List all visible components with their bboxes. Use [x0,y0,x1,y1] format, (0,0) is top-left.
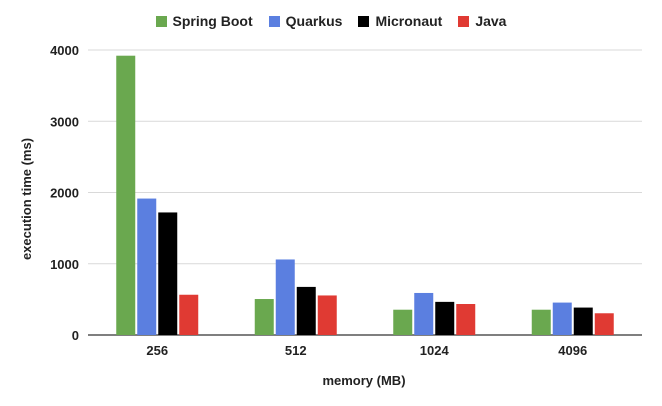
legend-swatch-quarkus [268,15,280,27]
y-tick-labels: 0 1000 2000 3000 4000 [50,43,79,343]
legend-swatch-micronaut [358,15,370,27]
x-tick-label: 512 [285,343,307,358]
bar-spring-boot-4096 [531,309,551,335]
legend-label-quarkus: Quarkus [285,13,343,29]
bar-micronaut-512 [296,286,316,335]
bar-java-4096 [594,313,614,335]
legend-item-spring-boot: Spring Boot [155,13,253,29]
x-tick-label: 4096 [558,343,587,358]
x-axis-title: memory (MB) [322,373,405,388]
legend-label-micronaut: Micronaut [375,13,443,29]
x-tick-labels: 256 512 1024 4096 [146,343,587,358]
x-tick-label: 1024 [420,343,450,358]
x-tick-label: 256 [146,343,168,358]
y-tick-label: 3000 [50,114,79,129]
bar-spring-boot-1024 [393,309,413,335]
bars [116,55,614,335]
legend-item-quarkus: Quarkus [268,13,343,29]
bar-java-1024 [456,304,476,335]
bar-quarkus-1024 [414,292,434,335]
y-axis-title: execution time (ms) [19,138,34,260]
legend-label-java: Java [475,13,507,29]
y-tick-label: 0 [72,328,79,343]
legend: Spring Boot Quarkus Micronaut Java [0,13,662,29]
bar-java-512 [317,295,337,335]
legend-item-micronaut: Micronaut [358,13,442,29]
y-tick-label: 1000 [50,257,79,272]
bar-quarkus-512 [275,259,295,335]
bar-micronaut-1024 [435,301,455,335]
bar-micronaut-256 [158,212,178,335]
bar-quarkus-4096 [552,302,572,335]
bar-quarkus-256 [137,198,157,335]
bar-java-256 [179,294,199,335]
legend-swatch-spring-boot [155,15,167,27]
legend-swatch-java [458,15,470,27]
legend-item-java: Java [458,13,506,29]
bar-spring-boot-256 [116,55,136,335]
bar-spring-boot-512 [254,299,274,335]
y-tick-label: 4000 [50,43,79,58]
y-tick-label: 2000 [50,186,79,201]
bar-micronaut-4096 [573,307,593,335]
legend-label-spring-boot: Spring Boot [172,13,253,29]
